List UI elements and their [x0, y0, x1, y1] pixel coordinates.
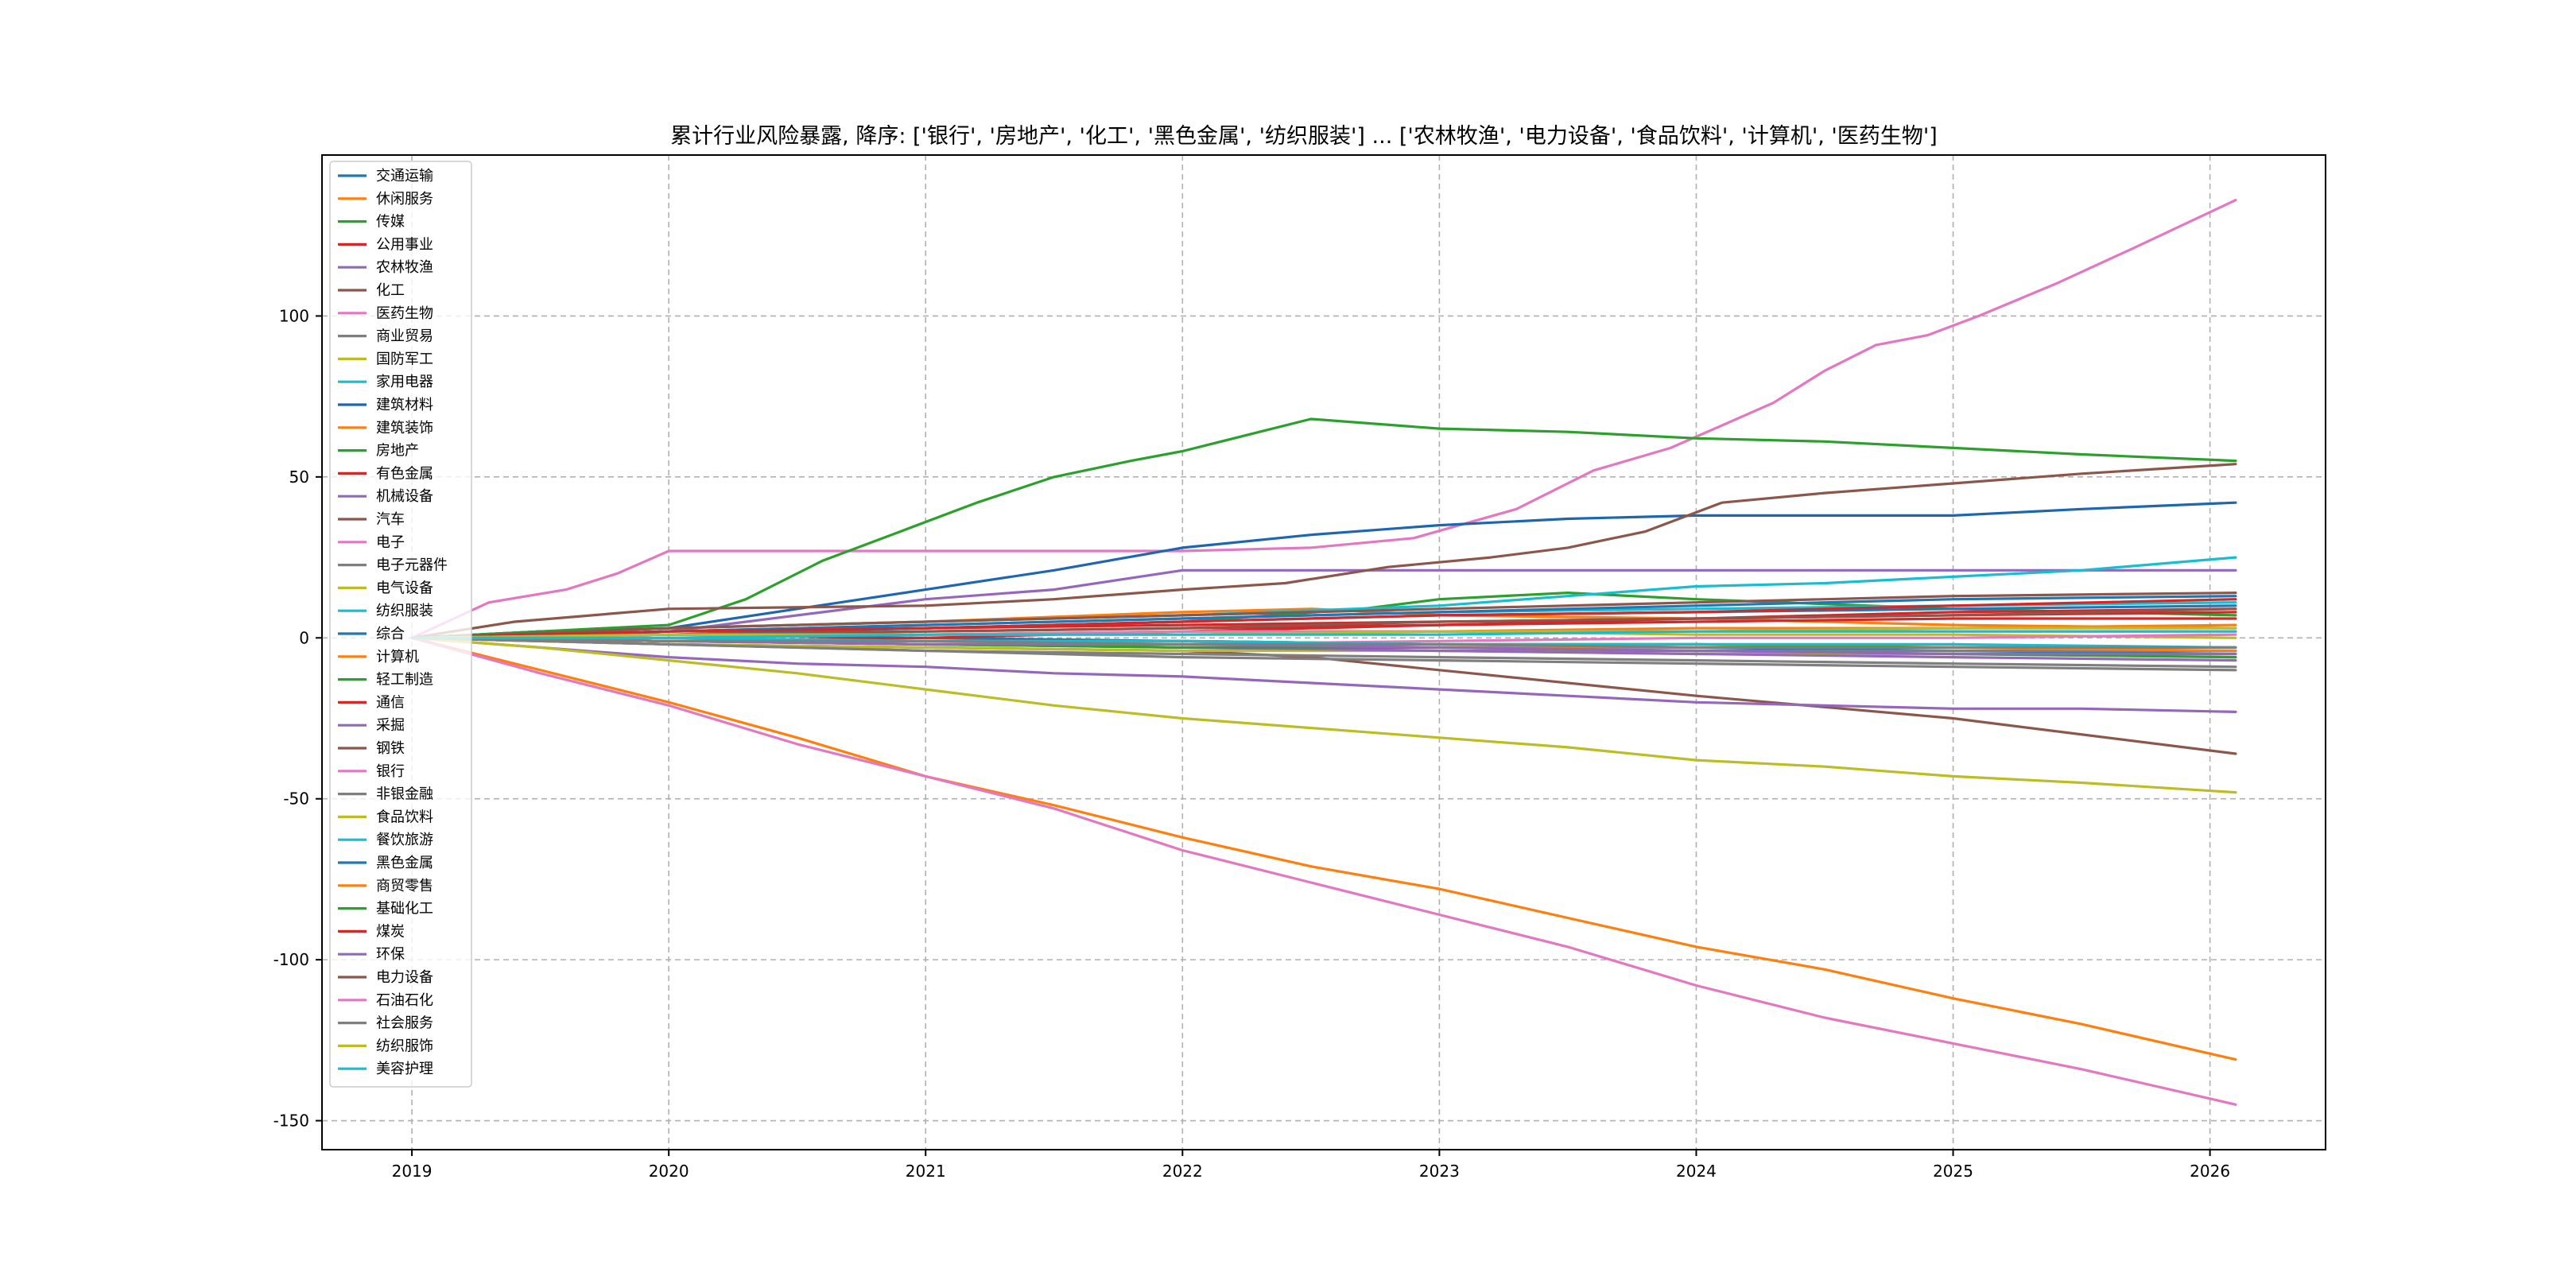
- series-line-26: [410, 636, 2237, 1106]
- y-axis-ticks: 100 50 0 -50 -100 -150: [274, 306, 322, 1131]
- legend-label: 煤炭: [376, 923, 405, 940]
- series-line-6: [410, 199, 2237, 639]
- series-line-28: [410, 636, 2237, 794]
- legend-label: 电子元器件: [376, 557, 448, 574]
- y-tick-label: -100: [274, 950, 309, 969]
- x-axis-ticks: 2019 2020 2021 2022 2023 2024 2025 2026: [392, 1150, 2230, 1181]
- legend-label: 计算机: [376, 649, 419, 665]
- legend-label: 传媒: [376, 214, 405, 231]
- legend-label: 非银金融: [376, 786, 433, 803]
- legend-label: 电气设备: [376, 580, 433, 596]
- series-line-33: [410, 598, 2237, 639]
- series-line-38: [410, 627, 2237, 639]
- legend-label: 国防军工: [376, 351, 433, 367]
- legend-label: 商贸零售: [376, 878, 433, 894]
- legend-label: 公用事业: [376, 236, 433, 253]
- x-tick-label: 2026: [2190, 1162, 2230, 1181]
- legend-label: 电子: [376, 534, 405, 551]
- legend-label: 汽车: [376, 511, 405, 528]
- series-line-10: [410, 501, 2237, 639]
- series-line-37: [410, 636, 2237, 649]
- legend-label: 黑色金属: [376, 855, 433, 871]
- legend-label: 建筑装饰: [376, 420, 433, 436]
- legend-label: 纺织服饰: [376, 1038, 433, 1054]
- legend-label: 银行: [376, 763, 405, 780]
- legend: 交通运输休闲服务传媒公用事业农林牧渔化工医药生物商业贸易国防军工家用电器建筑材料…: [329, 161, 472, 1088]
- legend-label: 商业贸易: [376, 328, 433, 345]
- legend-label: 轻工制造: [376, 672, 433, 689]
- legend-label: 化工: [376, 282, 405, 299]
- series-line-39: [410, 630, 2237, 639]
- series-line-4: [410, 568, 2237, 639]
- series-lines: [410, 199, 2237, 1106]
- legend-label: 餐饮旅游: [376, 832, 433, 848]
- series-line-14: [410, 636, 2237, 713]
- x-tick-label: 2025: [1933, 1162, 1973, 1181]
- y-tick-label: -50: [283, 789, 309, 809]
- legend-label: 食品饮料: [376, 809, 433, 825]
- y-tick-label: -150: [274, 1111, 309, 1131]
- chart-title: 累计行业风险暴露, 降序: ['银行', '房地产', '化工', '黑色金属'…: [670, 124, 1938, 149]
- series-line-25: [410, 592, 2237, 639]
- legend-label: 农林牧渔: [376, 259, 433, 276]
- legend-label: 纺织服装: [376, 603, 433, 619]
- legend-label: 建筑材料: [376, 397, 433, 413]
- legend-label: 休闲服务: [376, 191, 433, 208]
- legend-label: 钢铁: [376, 740, 405, 757]
- legend-label: 家用电器: [376, 374, 433, 390]
- x-tick-label: 2023: [1419, 1162, 1460, 1181]
- series-line-12: [410, 417, 2237, 639]
- legend-label: 社会服务: [376, 1015, 433, 1032]
- series-line-15: [410, 463, 2237, 639]
- series-line-27: [410, 636, 2237, 672]
- y-tick-label: 0: [299, 628, 309, 647]
- legend-label: 医药生物: [376, 305, 433, 322]
- x-tick-label: 2024: [1676, 1162, 1717, 1181]
- series-line-11: [410, 636, 2237, 1061]
- legend-label: 综合: [376, 626, 405, 642]
- legend-label: 有色金属: [376, 465, 433, 482]
- x-tick-label: 2019: [392, 1162, 433, 1181]
- y-tick-label: 50: [289, 467, 309, 487]
- y-tick-label: 100: [279, 306, 309, 325]
- legend-label: 电力设备: [376, 969, 433, 986]
- legend-label: 房地产: [376, 443, 419, 460]
- legend-label: 基础化工: [376, 901, 433, 918]
- legend-label: 环保: [376, 946, 405, 963]
- legend-label: 交通运输: [376, 168, 433, 184]
- legend-label: 机械设备: [376, 488, 433, 505]
- plot-frame: [321, 154, 2326, 1150]
- legend-label: 采掘: [376, 717, 405, 734]
- x-tick-label: 2021: [906, 1162, 946, 1181]
- legend-label: 通信: [376, 694, 405, 711]
- legend-label: 石油石化: [376, 992, 433, 1009]
- legend-label: 美容护理: [376, 1061, 433, 1077]
- legend-box: [329, 161, 472, 1088]
- x-tick-label: 2022: [1162, 1162, 1203, 1181]
- x-tick-label: 2020: [649, 1162, 689, 1181]
